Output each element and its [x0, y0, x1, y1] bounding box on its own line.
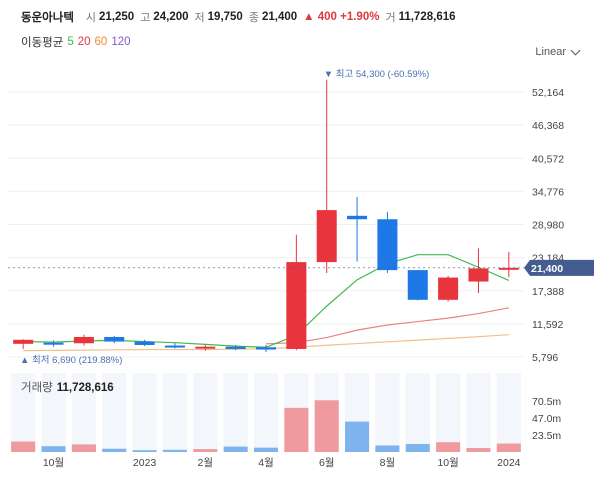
volume-panel-value: 11,728,616 [56, 382, 114, 394]
ma-60-label: 60 [94, 36, 108, 48]
x-tick-label: 2024 [497, 457, 521, 469]
x-tick-label: 4월 [258, 457, 274, 469]
volume-bar [102, 448, 127, 452]
candle-body [43, 342, 64, 345]
candle-body [316, 210, 337, 263]
ma5-line [23, 254, 510, 348]
close-value: 21,400 [261, 11, 298, 23]
volume-tick-label: 70.5m [532, 396, 561, 408]
stock-name: 동운아나텍 [21, 12, 74, 24]
volume-column-bg [435, 373, 461, 452]
candle-body [73, 336, 94, 344]
y-tick-label: 5,796 [532, 352, 558, 364]
x-tick-label: 2023 [133, 457, 157, 469]
volume-value: 11,728,616 [398, 11, 456, 23]
volume-column-bg [102, 373, 127, 452]
volume-column-bg [375, 373, 400, 452]
candle-body [13, 339, 34, 344]
ma20-line [265, 307, 509, 345]
ma-20-label: 20 [77, 36, 91, 48]
candle-body [347, 215, 368, 220]
high-label: 고 [140, 12, 151, 24]
volume-column-bg [162, 373, 188, 452]
y-tick-label: 52,164 [532, 87, 564, 99]
volume-column-bg [193, 373, 218, 452]
candle-body [468, 268, 489, 282]
candle-body [407, 270, 428, 300]
x-tick-label: 8월 [380, 457, 396, 469]
volume-column-bg [71, 373, 97, 452]
moving-average-label: 이동평균 [21, 37, 64, 49]
volume-tick-label: 23.5m [532, 430, 561, 442]
volume-legend: 거래량 11,728,616 [21, 379, 114, 395]
candle-body [134, 341, 155, 345]
ma-120-label: 120 [111, 36, 131, 48]
x-tick-label: 6월 [319, 457, 335, 469]
candle-body [438, 277, 459, 300]
scale-label: Linear [535, 46, 566, 58]
candle-body [255, 347, 277, 350]
high-marker: ▼ 최고 54,300 (-60.59%) [324, 69, 430, 80]
volume-bar [132, 450, 157, 452]
candle-body [104, 336, 125, 342]
volume-column-bg [405, 373, 430, 452]
volume-label: 거 [385, 12, 396, 24]
high-value: 24,200 [153, 11, 189, 23]
candle-body [377, 219, 398, 271]
low-value: 19,750 [207, 11, 243, 23]
x-tick-label: 2월 [198, 457, 214, 469]
volume-bar [345, 421, 370, 452]
change-value: ▲ 400 +1.90% [303, 11, 380, 23]
volume-column-bg [41, 373, 66, 452]
y-tick-label: 28,980 [532, 220, 564, 232]
ma-5-label: 5 [67, 36, 74, 48]
volume-bar [11, 441, 36, 452]
y-tick-label: 34,776 [532, 186, 564, 198]
volume-bar [71, 444, 96, 452]
volume-tick-label: 47.0m [532, 413, 561, 425]
volume-column-bg [466, 373, 491, 452]
quote-header: 동운아나텍 시 21,250 고 24,200 저 19,750 종 21,400 ▲ … [21, 9, 462, 25]
volume-bar [253, 447, 279, 452]
scale-dropdown[interactable]: Linear [535, 45, 581, 58]
low-label: 저 [194, 12, 205, 24]
volume-column-bg [11, 373, 36, 452]
volume-bar [496, 443, 521, 452]
candle-body [164, 345, 185, 348]
volume-bar [193, 449, 218, 452]
open-value: 21,250 [99, 11, 135, 23]
volume-bar [284, 407, 309, 452]
volume-column-bg [223, 373, 248, 452]
y-tick-label: 40,572 [532, 153, 564, 165]
y-tick-label: 17,388 [532, 286, 564, 298]
volume-bar [405, 444, 430, 452]
volume-panel-label: 거래량 [21, 382, 53, 394]
volume-bar [41, 446, 66, 452]
volume-bar [375, 445, 400, 452]
open-label: 시 [85, 12, 97, 24]
candle-body [225, 346, 246, 349]
x-tick-label: 10월 [437, 457, 458, 469]
volume-column-bg [253, 373, 279, 452]
volume-bar [162, 449, 187, 452]
volume-column-bg [496, 373, 521, 452]
volume-bar [314, 400, 339, 452]
candle-body [498, 267, 519, 270]
moving-average-legend[interactable]: 이동평균 5 20 60 120 [21, 34, 135, 50]
candle-body [195, 346, 216, 349]
close-label: 종 [248, 12, 259, 24]
volume-bar [223, 446, 248, 452]
candle-body [286, 262, 307, 349]
low-marker: ▲ 최저 6,690 (219.88%) [20, 355, 122, 366]
last-price-label: 21,400 [531, 263, 563, 275]
x-tick-label: 10월 [43, 457, 64, 469]
volume-bar [436, 442, 461, 452]
y-tick-label: 11,592 [532, 319, 563, 331]
volume-bar [466, 448, 491, 452]
last-price-tag [524, 259, 594, 276]
volume-column-bg [132, 373, 157, 452]
y-tick-label: 46,368 [532, 120, 564, 132]
